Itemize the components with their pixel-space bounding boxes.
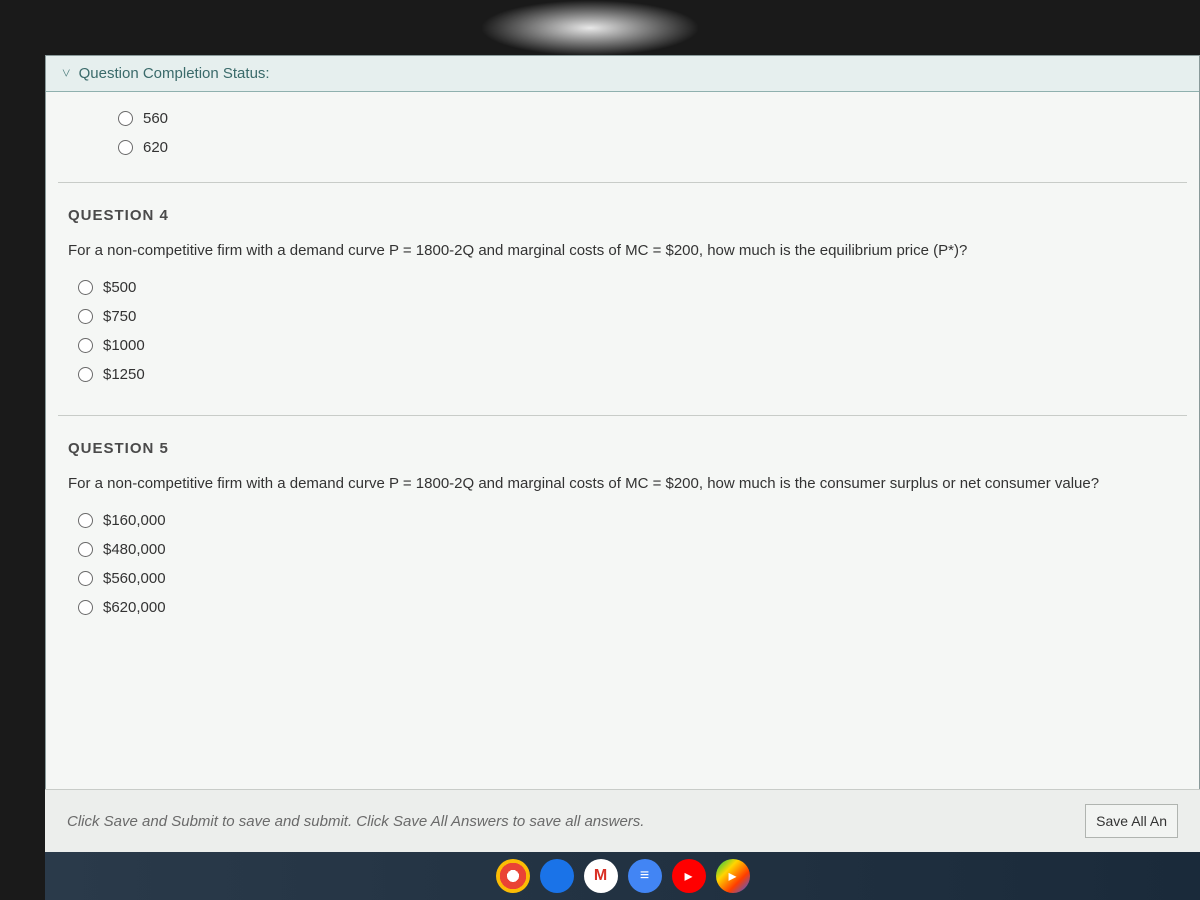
option-label: 560	[143, 110, 168, 127]
radio-icon[interactable]	[78, 338, 93, 353]
radio-icon[interactable]	[78, 542, 93, 557]
radio-icon[interactable]	[78, 571, 93, 586]
radio-icon[interactable]	[118, 111, 133, 126]
docs-icon[interactable]: ≡	[628, 859, 662, 893]
status-bar-label: Question Completion Status:	[79, 65, 270, 82]
questions-content: 560 620 QUESTION 4 For a non-competitive…	[46, 92, 1199, 648]
option-label: $620,000	[103, 599, 166, 616]
play-icon[interactable]: ▸	[716, 859, 750, 893]
radio-icon[interactable]	[78, 367, 93, 382]
option-label: $750	[103, 308, 136, 325]
option-row[interactable]: $160,000	[78, 506, 1177, 535]
question-5-text: For a non-competitive firm with a demand…	[68, 473, 1177, 494]
os-taskbar: M ≡ ▸ ▸	[45, 852, 1200, 900]
chrome-icon[interactable]	[496, 859, 530, 893]
option-row[interactable]: 560	[118, 104, 1177, 133]
option-row[interactable]: $620,000	[78, 593, 1177, 622]
option-label: 620	[143, 139, 168, 156]
option-label: $160,000	[103, 512, 166, 529]
chevron-down-icon[interactable]: ˅	[62, 64, 70, 82]
option-row[interactable]: $560,000	[78, 564, 1177, 593]
question-4-title: QUESTION 4	[68, 207, 1177, 224]
question-4-block: QUESTION 4 For a non-competitive firm wi…	[58, 189, 1187, 416]
question-5-title: QUESTION 5	[68, 440, 1177, 457]
app-icon[interactable]	[540, 859, 574, 893]
radio-icon[interactable]	[78, 280, 93, 295]
option-label: $560,000	[103, 570, 166, 587]
radio-icon[interactable]	[78, 309, 93, 324]
option-row[interactable]: $1000	[78, 331, 1177, 360]
youtube-icon[interactable]: ▸	[672, 859, 706, 893]
question-4-text: For a non-competitive firm with a demand…	[68, 240, 1177, 261]
save-all-answers-button[interactable]: Save All An	[1085, 804, 1178, 838]
option-label: $480,000	[103, 541, 166, 558]
option-row[interactable]: $1250	[78, 360, 1177, 389]
option-label: $1250	[103, 366, 145, 383]
question-5-block: QUESTION 5 For a non-competitive firm wi…	[58, 422, 1187, 648]
radio-icon[interactable]	[78, 513, 93, 528]
footer-hint-text: Click Save and Submit to save and submit…	[67, 813, 644, 830]
option-row[interactable]: $480,000	[78, 535, 1177, 564]
option-row[interactable]: 620	[118, 133, 1177, 162]
footer-bar: Click Save and Submit to save and submit…	[45, 789, 1200, 852]
question-4-options: $500 $750 $1000 $1250	[68, 273, 1177, 389]
option-row[interactable]: $500	[78, 273, 1177, 302]
option-label: $1000	[103, 337, 145, 354]
question-5-options: $160,000 $480,000 $560,000 $620,000	[68, 506, 1177, 622]
option-row[interactable]: $750	[78, 302, 1177, 331]
radio-icon[interactable]	[118, 140, 133, 155]
monitor-top-bezel	[0, 0, 1200, 55]
completion-status-bar: ˅ Question Completion Status:	[46, 56, 1199, 92]
gmail-icon[interactable]: M	[584, 859, 618, 893]
question-3-partial: 560 620	[58, 92, 1187, 183]
radio-icon[interactable]	[78, 600, 93, 615]
quiz-viewport: ˅ Question Completion Status: 560 620 QU…	[45, 55, 1200, 900]
option-label: $500	[103, 279, 136, 296]
question-3-options: 560 620	[108, 104, 1177, 162]
monitor-left-bezel	[0, 0, 45, 900]
